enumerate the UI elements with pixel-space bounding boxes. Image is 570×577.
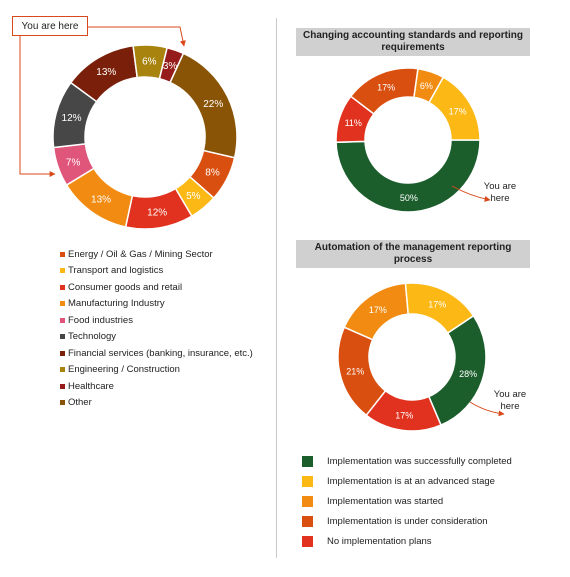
implementation-status-legend: Implementation was successfully complete…: [302, 451, 512, 552]
legend-label: Energy / Oil & Gas / Mining Sector: [68, 248, 213, 260]
legend-swatch: [302, 475, 313, 487]
legend-swatch: [60, 317, 65, 323]
legend-item-consumer-goods-and-retail: Consumer goods and retail: [60, 279, 253, 296]
data-label-manufacturing-industry: 13%: [91, 195, 111, 206]
legend-label: Implementation was started: [327, 495, 444, 507]
chart-title-management-reporting: Automation of the management reporting p…: [296, 240, 530, 268]
you-are-here-label-chart-1: You are here: [483, 181, 517, 204]
legend-swatch: [60, 383, 65, 389]
legend-item-implementation-is-at-an-advanced-stage: Implementation is at an advanced stage: [302, 471, 512, 491]
legend-label: Food industries: [68, 314, 133, 326]
data-label-implementation-is-at-an-advanced-stage: 17%: [428, 300, 446, 310]
legend-item-implementation-was-successfully-completed: Implementation was successfully complete…: [302, 451, 512, 471]
data-label-transport-and-logistics: 5%: [186, 191, 201, 202]
legend-swatch: [302, 455, 313, 467]
data-label-food-industries: 7%: [66, 157, 81, 168]
data-label-implementation-is-under-consideration: 17%: [377, 82, 395, 92]
legend-swatch: [60, 301, 65, 307]
legend-item-financial-services-banking-insurance-etc: Financial services (banking, insurance, …: [60, 345, 253, 362]
data-label-consumer-goods-and-retail: 12%: [147, 208, 167, 219]
slice-implementation-was-successfully-completed: [427, 314, 487, 427]
data-label-implementation-is-under-consideration: 21%: [346, 367, 364, 377]
legend-label: No implementation plans: [327, 536, 432, 548]
management-reporting-donut-chart: 28% 17% 21% 17% 17%: [337, 282, 487, 432]
legend-item-energy-oil-gas-mining-sector: Energy / Oil & Gas / Mining Sector: [60, 246, 253, 263]
chart-title-accounting-standards: Changing accounting standards and report…: [296, 28, 530, 56]
legend-label: Other: [68, 397, 92, 409]
legend-label: Engineering / Construction: [68, 364, 180, 376]
legend-label: Financial services (banking, insurance, …: [68, 347, 253, 359]
data-label-engineering-construction: 6%: [142, 57, 157, 68]
you-are-here-label-chart-2: You are here: [493, 389, 527, 412]
you-are-here-connector-top: [88, 26, 186, 47]
legend-label: Technology: [68, 331, 117, 343]
data-label-implementation-is-at-an-advanced-stage: 17%: [449, 106, 467, 116]
legend-item-transport-and-logistics: Transport and logistics: [60, 263, 253, 280]
you-are-here-box: You are here: [12, 16, 88, 36]
data-label-implementation-was-started: 6%: [420, 81, 433, 91]
slice-implementation-is-at-an-advanced-stage: [428, 76, 481, 141]
data-label-no-implementation-plans: 11%: [345, 118, 362, 128]
slice-implementation-was-successfully-completed: [335, 139, 481, 213]
you-are-here-arrow-chart-2: [469, 401, 505, 417]
chart-title-management-reporting-text: Automation of the management reporting p…: [314, 242, 512, 265]
legend-item-food-industries: Food industries: [60, 312, 253, 329]
legend-label: Consumer goods and retail: [68, 281, 183, 293]
legend-item-implementation-is-under-consideration: Implementation is under consideration: [302, 512, 512, 532]
data-label-technology: 12%: [62, 113, 82, 124]
industry-donut-chart: 22% 8% 5% 12% 13% 7% 12% 13% 6% 3%: [52, 44, 238, 230]
legend-label: Healthcare: [68, 380, 114, 392]
legend-item-engineering-construction: Engineering / Construction: [60, 362, 253, 379]
legend-swatch: [60, 367, 65, 373]
data-label-no-implementation-plans: 17%: [395, 410, 413, 420]
data-label-implementation-was-successfully-completed: 28%: [459, 369, 477, 379]
data-label-other: 22%: [203, 99, 223, 110]
you-are-here-box-text: You are here: [21, 20, 79, 32]
legend-label: Implementation was successfully complete…: [327, 455, 512, 467]
legend-swatch: [302, 516, 313, 528]
data-label-healthcare: 3%: [163, 61, 178, 72]
industry-legend: Energy / Oil & Gas / Mining Sector Transp…: [60, 246, 253, 411]
you-are-here-arrow-chart-1: [451, 185, 491, 202]
legend-item-other: Other: [60, 395, 253, 412]
legend-label: Implementation is at an advanced stage: [327, 475, 495, 487]
data-label-energy-oil-gas-mining-sector: 8%: [205, 167, 220, 178]
slice-implementation-is-at-an-advanced-stage: [404, 282, 475, 335]
chart-title-accounting-standards-text: Changing accounting standards and report…: [302, 30, 523, 53]
accounting-standards-donut-chart: 50% 11% 17% 6% 17%: [335, 67, 481, 213]
legend-swatch: [60, 284, 65, 290]
legend-swatch: [60, 350, 65, 356]
data-label-implementation-was-successfully-completed: 50%: [400, 193, 418, 203]
data-label-financial-services-banking-insurance-etc: 13%: [96, 67, 116, 78]
legend-label: Implementation is under consideration: [327, 516, 488, 528]
slice-healthcare: [158, 46, 185, 84]
legend-label: Manufacturing Industry: [68, 298, 165, 310]
legend-item-manufacturing-industry: Manufacturing Industry: [60, 296, 253, 313]
legend-swatch: [302, 536, 313, 548]
data-label-implementation-was-started: 17%: [369, 305, 387, 315]
legend-item-no-implementation-plans: No implementation plans: [302, 532, 512, 552]
legend-swatch: [60, 251, 65, 257]
legend-swatch: [60, 334, 65, 340]
panel-divider: [276, 18, 277, 558]
legend-item-healthcare: Healthcare: [60, 378, 253, 395]
you-are-here-connector-left: [19, 36, 56, 177]
legend-item-implementation-was-started: Implementation was started: [302, 491, 512, 511]
legend-label: Transport and logistics: [68, 265, 164, 277]
legend-swatch: [60, 400, 65, 406]
legend-item-technology: Technology: [60, 329, 253, 346]
legend-swatch: [60, 268, 65, 274]
legend-swatch: [302, 495, 313, 507]
